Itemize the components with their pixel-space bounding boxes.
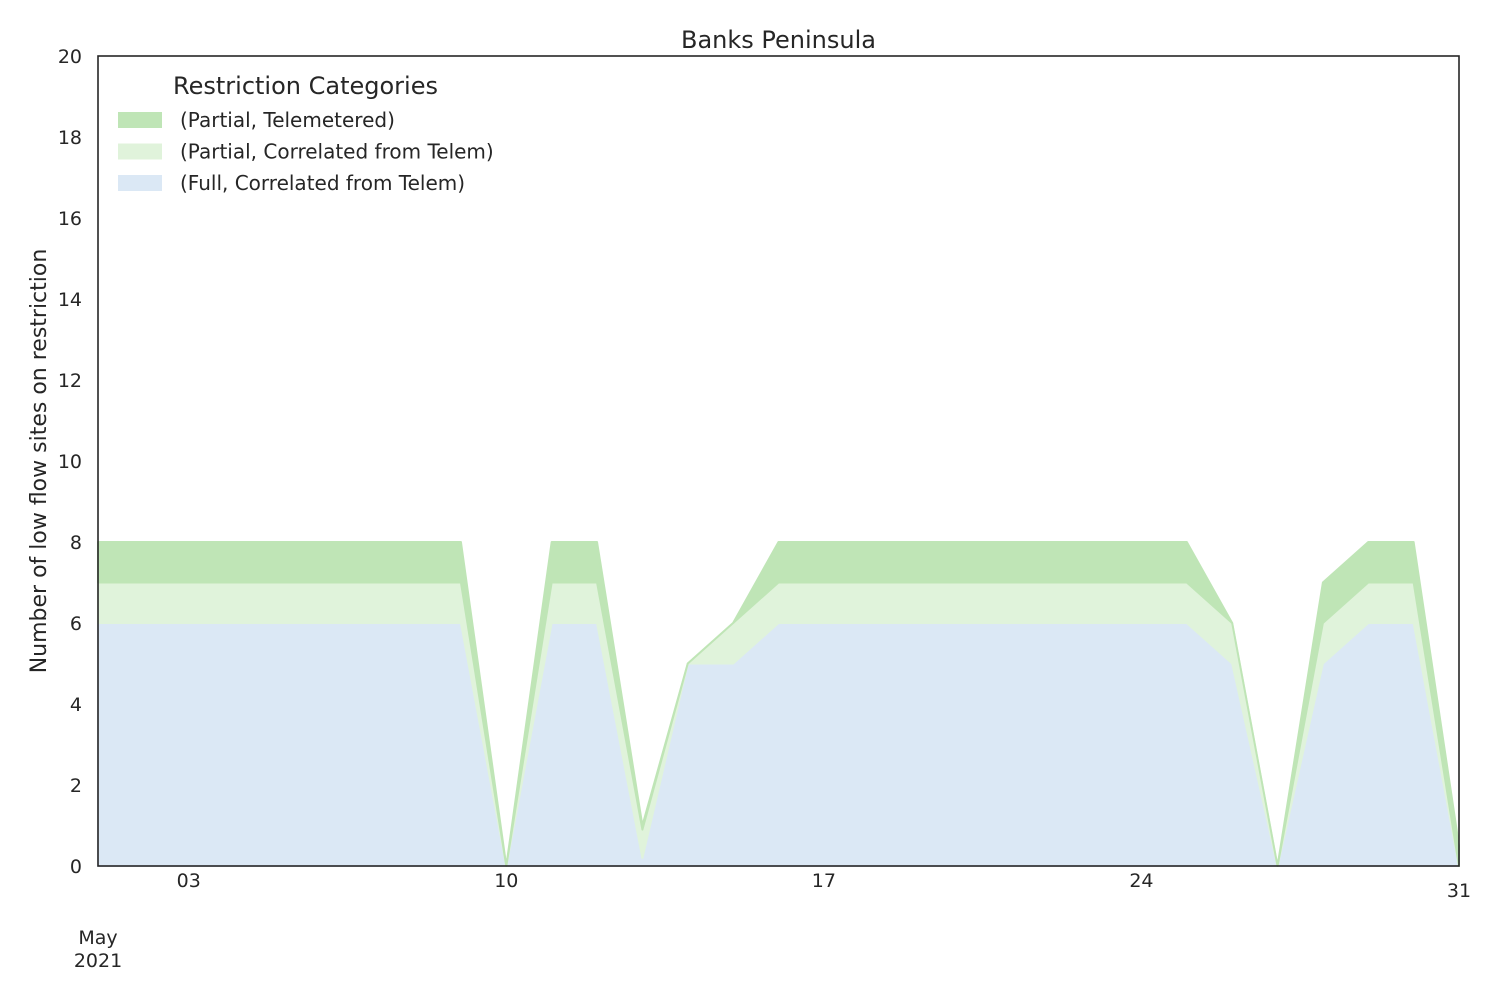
y-tick-label: 16 (58, 208, 82, 230)
legend-swatch (118, 175, 162, 191)
x-tick-label: 03 (177, 870, 201, 892)
legend-title: Restriction Categories (173, 72, 438, 100)
y-tick-label: 6 (70, 613, 82, 635)
y-tick-label: 4 (70, 694, 82, 716)
legend-item-label: (Full, Correlated from Telem) (180, 171, 465, 195)
y-tick-label: 2 (70, 775, 82, 797)
legend-item-label: (Partial, Telemetered) (180, 108, 395, 132)
x-tick-label: 24 (1129, 870, 1153, 892)
y-tick-label: 8 (70, 532, 82, 554)
area-series-group (97, 541, 1460, 867)
legend: Restriction Categories (Partial, Telemet… (118, 72, 494, 195)
y-tick-label: 0 (70, 856, 82, 878)
y-axis-label: Number of low flow sites on restriction (27, 249, 52, 674)
y-tick-label: 18 (58, 127, 82, 149)
x-tick-label: 10 (494, 870, 518, 892)
y-axis-ticks: 0 2 4 6 8 10 12 14 16 18 20 (58, 46, 82, 878)
legend-item-label: (Partial, Correlated from Telem) (180, 140, 494, 164)
x-axis-year-label: 2021 (74, 950, 122, 972)
x-tick-label: 17 (812, 870, 836, 892)
chart-title: Banks Peninsula (681, 26, 876, 54)
y-tick-label: 10 (58, 451, 82, 473)
y-tick-label: 12 (58, 370, 82, 392)
x-tick-label: 31 (1447, 880, 1471, 902)
plot-frame (97, 55, 1460, 867)
x-axis-month-label: May (78, 927, 117, 949)
legend-swatch (118, 112, 162, 128)
y-tick-label: 14 (58, 289, 82, 311)
legend-swatch (118, 143, 162, 160)
x-axis-ticks: 03 10 17 24 31 (177, 870, 1471, 902)
y-tick-label: 20 (58, 46, 82, 68)
